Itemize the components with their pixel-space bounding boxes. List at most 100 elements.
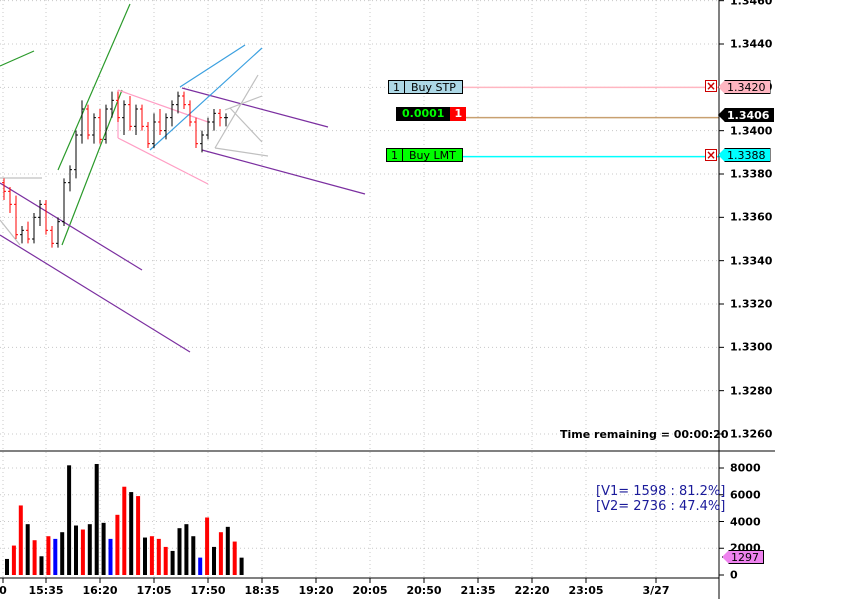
time-axis-label: 0: [0, 584, 7, 597]
time-remaining-label: Time remaining = 00:00:20: [560, 428, 729, 441]
time-axis-label: 17:05: [136, 584, 172, 597]
volume-bar: [122, 486, 127, 575]
volume-bar: [18, 505, 23, 575]
volume-bar: [149, 536, 154, 575]
buy-stop-cancel-icon[interactable]: ×: [705, 79, 717, 93]
volume-bar: [156, 538, 161, 575]
time-axis-label: 3/27: [642, 584, 670, 597]
buy-stop-price-marker: 1.3420: [718, 80, 771, 94]
buy-limit-type: Buy LMT: [409, 149, 456, 162]
time-axis-label: 23:05: [568, 584, 604, 597]
price-axis-label: 1.3280: [730, 384, 773, 398]
time-axis-label: 16:20: [82, 584, 118, 597]
volume-bar: [163, 546, 168, 575]
time-axis-label: 17:50: [190, 584, 226, 597]
time-axis-label: 19:20: [298, 584, 334, 597]
trendline: [229, 107, 263, 143]
volume-bar: [225, 526, 230, 575]
buy-stop-order-tag[interactable]: 1 Buy STP: [388, 80, 463, 94]
volume-bar: [39, 556, 44, 575]
price-axis-label: 1.3380: [730, 167, 773, 181]
axis-ticks: [2, 0, 724, 583]
volume-bar: [94, 463, 99, 575]
volume-bar: [53, 538, 58, 575]
buy-stop-type: Buy STP: [411, 81, 456, 94]
volume-bar: [191, 536, 196, 575]
price-axis-label: 1.3340: [730, 254, 773, 268]
trendline: [181, 87, 329, 128]
time-axis-label: 22:20: [514, 584, 550, 597]
volume-bar: [136, 496, 141, 575]
price-axis-label: 1.3440: [730, 37, 773, 51]
trendline: [61, 89, 123, 246]
volume-bar: [143, 537, 147, 575]
trendline: [0, 219, 21, 246]
position-qty: 1: [450, 107, 467, 121]
trendline: [179, 44, 246, 88]
volume-bar: [177, 528, 182, 575]
time-axis-label: 15:35: [28, 584, 64, 597]
volume-info-v1: [V1= 1598 : 81.2%]: [596, 484, 726, 499]
volume-bar: [25, 524, 30, 575]
volume-bar: [32, 540, 37, 575]
volume-bar: [46, 536, 51, 575]
volume-bar: [11, 545, 16, 575]
volume-bar: [101, 522, 106, 575]
volume-bar: [184, 524, 189, 575]
volume-axis-label: 4000: [730, 515, 761, 528]
volume-bar: [60, 532, 65, 575]
trendline: [201, 149, 366, 195]
trendline: [149, 47, 263, 151]
time-axis-label: 18:35: [244, 584, 280, 597]
time-axis-label: 20:05: [352, 584, 388, 597]
position-pnl: 0.0001: [396, 107, 451, 121]
volume-bar: [108, 538, 113, 575]
buy-stop-qty: 1: [389, 81, 405, 94]
volume-bar: [115, 514, 120, 575]
price-axis-label: 1.3300: [730, 340, 773, 354]
order-lines: [462, 86, 719, 158]
volume-axis-label: 8000: [730, 461, 761, 475]
trendline: [0, 234, 191, 353]
price-axis-label: 1.3320: [730, 297, 773, 311]
time-axis-label: 21:35: [460, 584, 496, 597]
volume-axis-label: 0: [730, 568, 738, 582]
buy-limit-order-tag[interactable]: 1 Buy LMT: [386, 148, 463, 162]
volume-bar: [67, 465, 72, 575]
last-price-marker: 1.3406: [718, 108, 775, 122]
price-axis-label: 1.3400: [730, 124, 773, 138]
volume-bar: [232, 541, 237, 575]
volume-info-v2: [V2= 2736 : 47.4%]: [596, 499, 726, 514]
volume-bar: [198, 557, 203, 575]
buy-limit-qty: 1: [387, 149, 403, 162]
volume-bar: [87, 524, 92, 575]
volume-bar: [218, 532, 223, 575]
trendline: [214, 74, 259, 149]
price-axis-label: 1.3460: [730, 0, 773, 8]
trendline: [117, 89, 209, 123]
time-axis-label: 20:50: [406, 584, 442, 597]
trendline: [0, 50, 35, 67]
candlestick-series: [2, 91, 228, 248]
trendline: [0, 182, 143, 271]
grid-lines: [0, 0, 719, 578]
volume-bar: [74, 525, 78, 575]
volume-bar: [170, 550, 175, 575]
trendline: [57, 3, 131, 171]
volume-bar: [212, 546, 216, 575]
price-axis-label: 1.3260: [730, 427, 773, 441]
price-axis-label: 1.3360: [730, 210, 773, 224]
buy-limit-price-marker: 1.3388: [718, 148, 771, 162]
volume-bar: [239, 557, 244, 575]
buy-limit-cancel-icon[interactable]: ×: [705, 148, 717, 162]
position-pnl-box[interactable]: 0.0001 1: [396, 107, 467, 121]
volume-bar: [5, 558, 9, 575]
volume-bar: [129, 492, 134, 575]
volume-axis-label: 6000: [730, 488, 761, 502]
current-volume-marker: 1297: [722, 550, 764, 564]
trendline: [117, 137, 209, 185]
volume-series: [5, 463, 244, 575]
trendline: [214, 147, 269, 157]
drawn-trendlines: [0, 3, 366, 353]
